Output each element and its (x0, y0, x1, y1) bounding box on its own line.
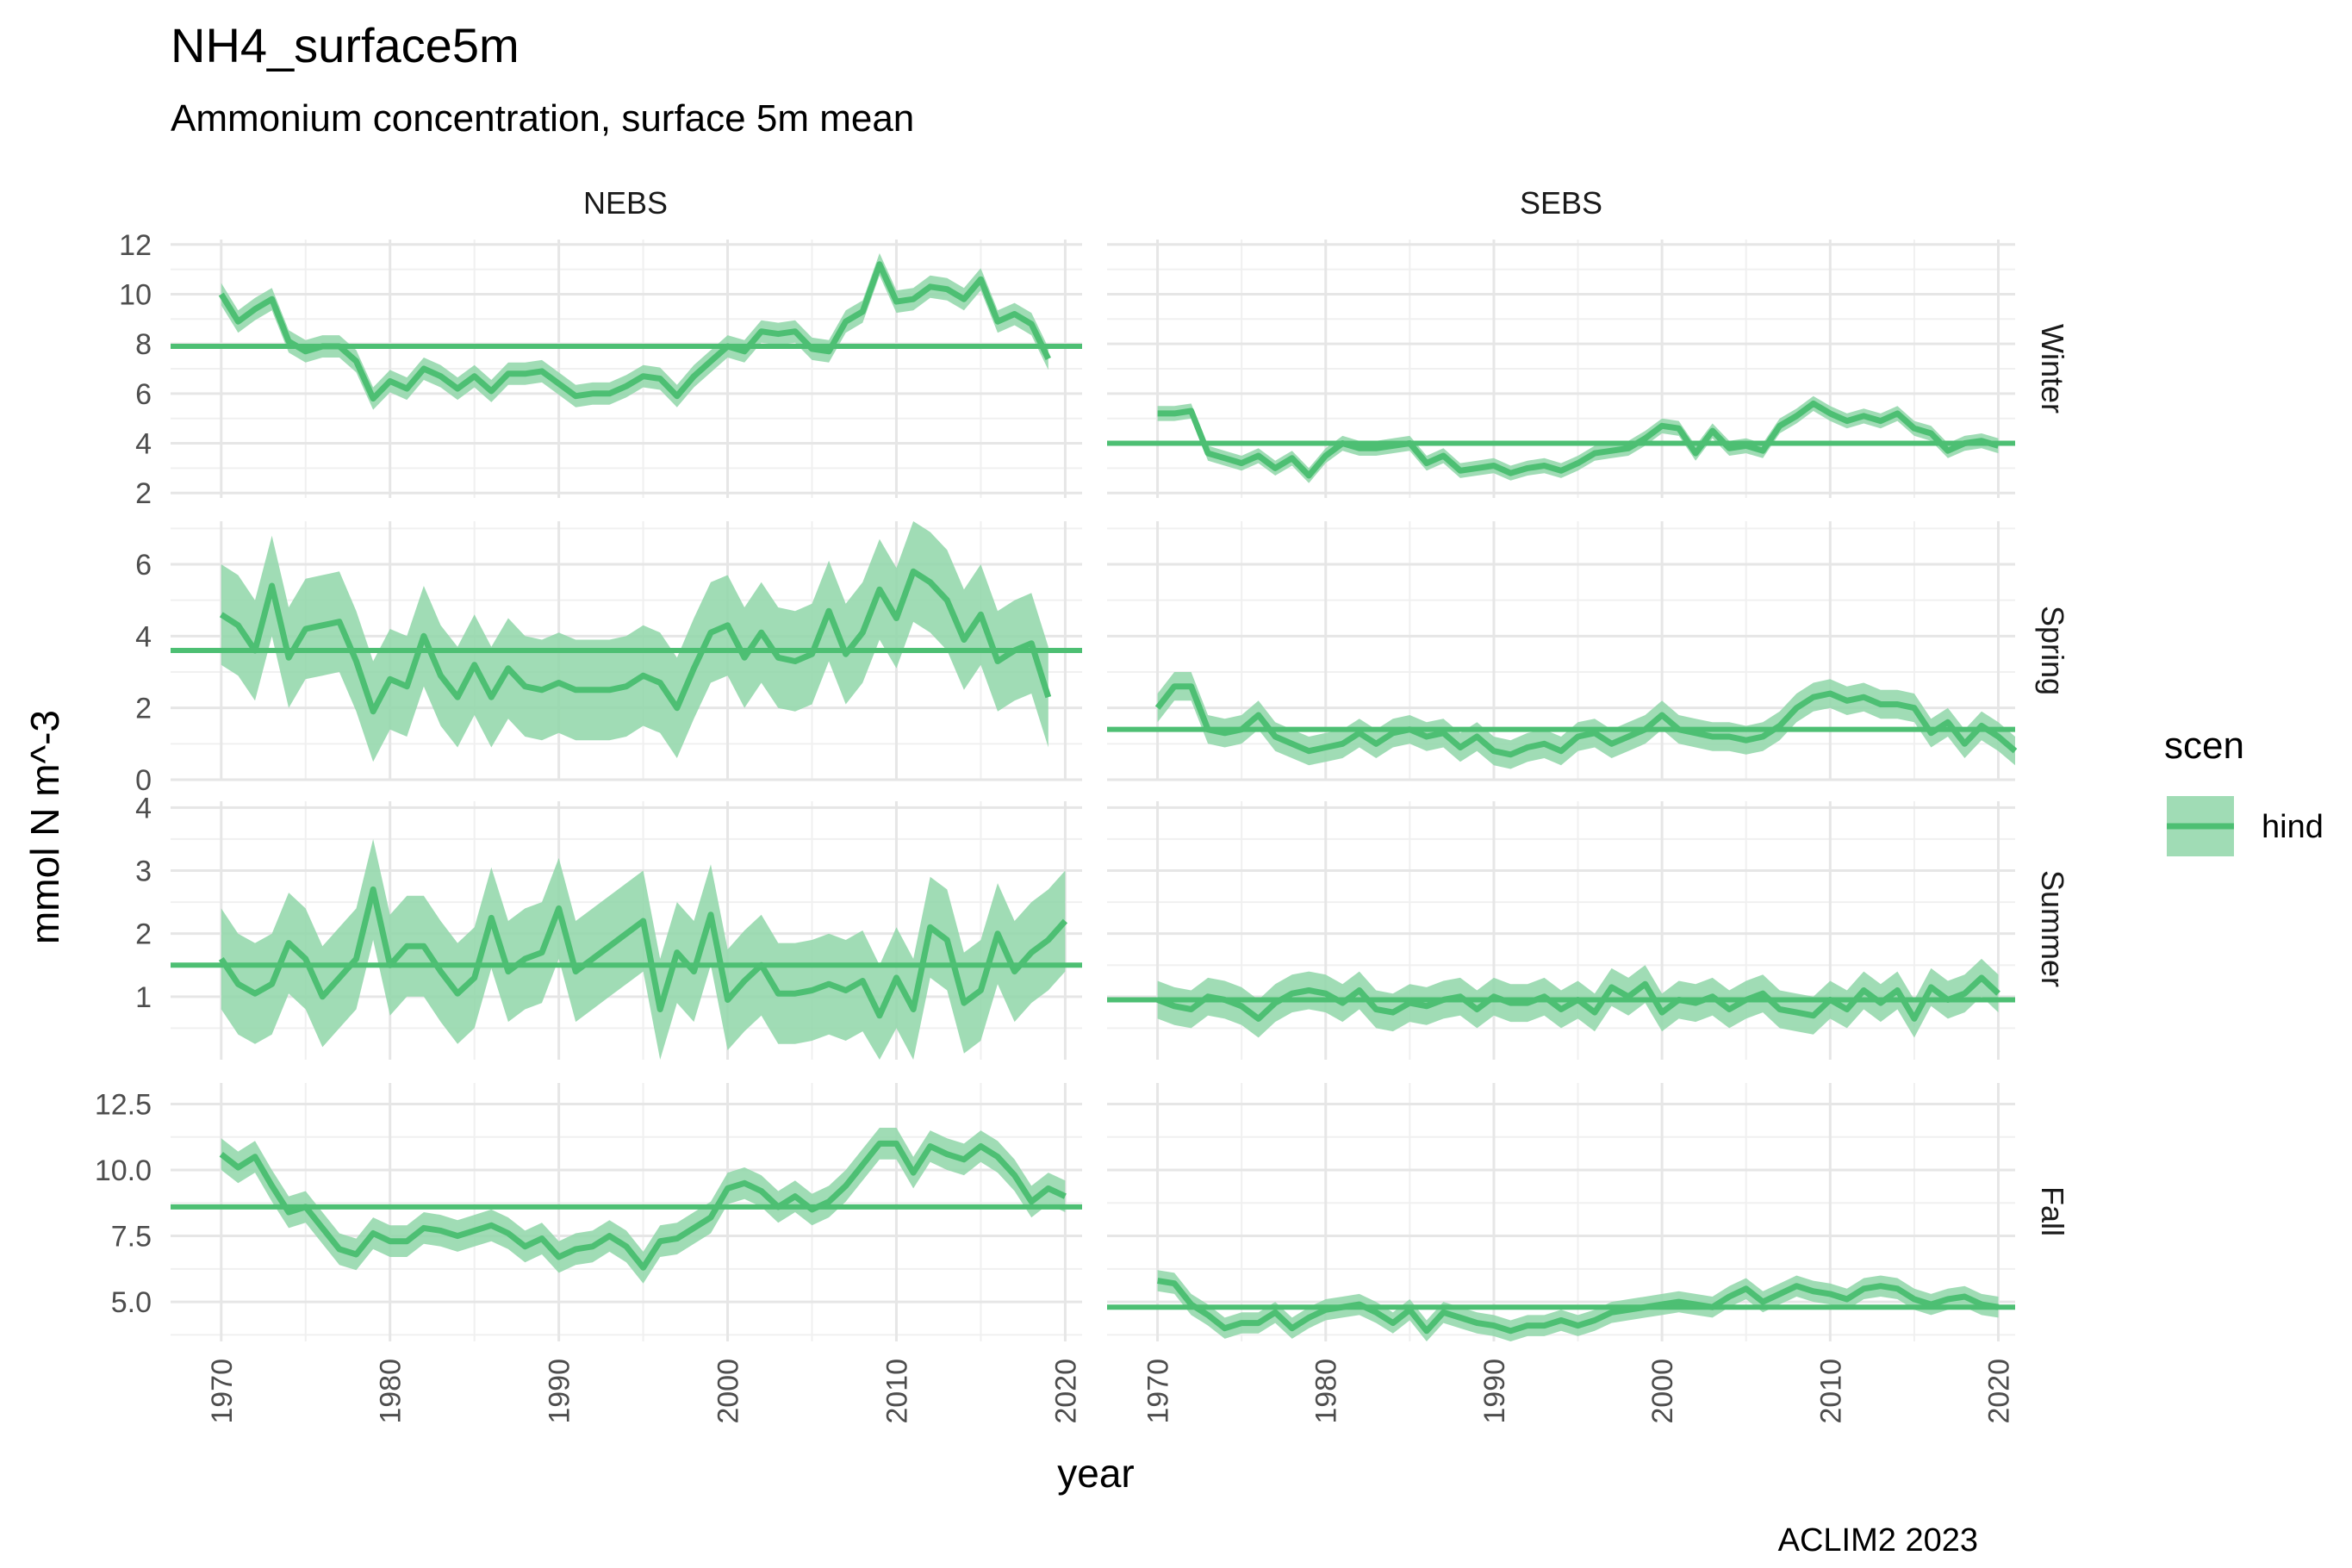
chart-subtitle: Ammonium concentration, surface 5m mean (171, 97, 914, 140)
ribbon-nebs-fall (221, 1128, 1066, 1284)
x-tick-label: 2000 (712, 1359, 745, 1424)
series-line-sebs-summer (1156, 974, 2000, 1022)
y-tick-label: 7.5 (111, 1221, 152, 1254)
ribbon-nebs-summer (221, 838, 1066, 1060)
x-tick-label: 1990 (544, 1359, 576, 1424)
strip-label-fall: Fall (2035, 1186, 2070, 1236)
x-tick-label: 2020 (1049, 1359, 1082, 1424)
chart-title: NH4_surface5m (171, 18, 520, 72)
y-tick-label: 10 (119, 278, 152, 311)
legend-title: scen (2164, 725, 2244, 767)
y-tick-label: 5.0 (111, 1286, 152, 1319)
panel-background (171, 1083, 1082, 1341)
series-line-nebs-winter (218, 261, 1051, 402)
panel-nebs-summer: 1 2 3 4 (135, 792, 1082, 1060)
y-tick-label: 6 (135, 549, 152, 582)
y-tick-label: 4 (135, 428, 152, 461)
y-tick-label: 12 (119, 229, 152, 262)
series-line-nebs-fall (219, 1140, 1067, 1271)
x-tick-label: 1980 (375, 1359, 408, 1424)
y-tick-label: 3 (135, 855, 152, 887)
y-tick-label: 1 (135, 981, 152, 1014)
y-tick-label: 2 (135, 918, 152, 951)
x-tick-label: 2010 (880, 1359, 913, 1424)
legend-label-hind: hind (2262, 809, 2324, 845)
panel-nebs-spring: 0 2 4 6 (135, 521, 1082, 797)
panel-sebs-spring (1107, 521, 2018, 781)
x-axis-title: year (1057, 1451, 1134, 1496)
y-tick-label: 12.5 (95, 1088, 152, 1121)
y-tick-label: 2 (135, 693, 152, 725)
strip-label-spring: Spring (2035, 606, 2070, 695)
legend: scen hind (2164, 725, 2324, 856)
chart-caption: ACLIM2 2023 (1778, 1522, 1978, 1559)
y-tick-label: 2 (135, 477, 152, 510)
x-tick-label: 2010 (1814, 1359, 1847, 1424)
x-tick-label: 1980 (1310, 1359, 1343, 1424)
y-tick-label: 6 (135, 378, 152, 411)
panel-sebs-winter (1107, 240, 2015, 498)
strip-label-sebs: SEBS (1520, 185, 1602, 221)
panel-sebs-fall: 1970 1980 1990 2000 2010 2020 (1107, 1083, 2015, 1424)
strip-label-nebs: NEBS (583, 185, 668, 221)
y-tick-label: 10.0 (95, 1154, 152, 1187)
series-line-sebs-spring (1154, 683, 2018, 758)
ribbon-sebs-spring (1157, 672, 2015, 769)
x-tick-label: 1990 (1478, 1359, 1511, 1424)
panel-nebs-fall: 5.0 7.5 10.0 12.5 1970 1980 1990 2000 2010 2020 (95, 1083, 1082, 1424)
strip-label-summer: Summer (2035, 870, 2070, 987)
y-tick-label: 0 (135, 764, 152, 797)
strip-label-winter: Winter (2035, 324, 2070, 414)
y-tick-label: 4 (135, 620, 152, 653)
series-line-sebs-winter (1157, 400, 2000, 479)
x-tick-label: 2000 (1646, 1359, 1679, 1424)
x-tick-label: 1970 (206, 1359, 239, 1424)
ribbon-nebs-spring (221, 521, 1048, 762)
series-line-sebs-fall (1157, 1278, 2000, 1335)
panel-sebs-summer (1107, 801, 2015, 1060)
y-tick-label: 4 (135, 792, 152, 824)
y-axis-title: mmol N m^-3 (22, 710, 67, 944)
panel-nebs-winter: 2 4 6 8 10 12 (119, 229, 1082, 510)
x-tick-label: 1970 (1142, 1359, 1175, 1424)
y-tick-label: 8 (135, 328, 152, 361)
series-line-nebs-summer (218, 886, 1068, 1019)
x-tick-label: 2020 (1982, 1359, 2015, 1424)
series-line-nebs-spring (219, 568, 1052, 715)
